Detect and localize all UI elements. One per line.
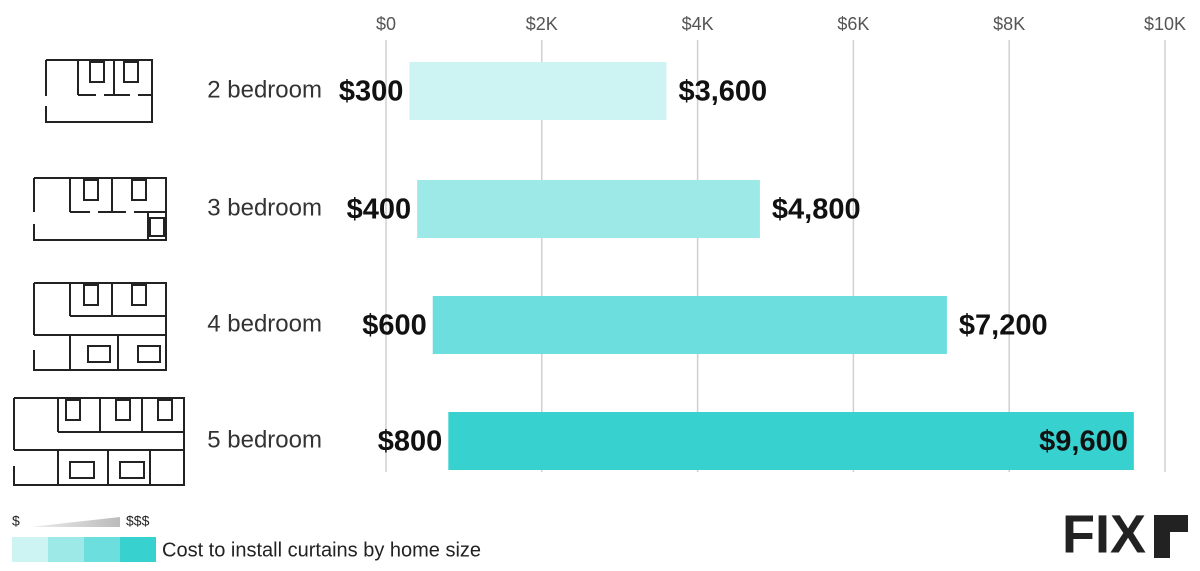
- x-tick-label: $4K: [682, 14, 714, 34]
- legend-low-symbol: $: [12, 513, 20, 529]
- legend-swatch: [12, 537, 48, 562]
- high-label: $4,800: [772, 194, 861, 226]
- low-label: $300: [339, 76, 404, 108]
- legend-high-symbol: $$$: [126, 513, 150, 529]
- low-label: $800: [378, 426, 443, 458]
- x-tick-label: $10K: [1144, 14, 1186, 34]
- range-bar: [448, 412, 1134, 470]
- high-label: $3,600: [678, 76, 767, 108]
- floor-plan: [13, 397, 185, 486]
- range-bar: [409, 62, 667, 120]
- legend-swatch: [120, 537, 156, 562]
- logo: FIX: [1062, 504, 1146, 564]
- x-tick-label: $0: [376, 14, 396, 34]
- legend-swatch: [84, 537, 120, 562]
- x-tick-label: $6K: [837, 14, 869, 34]
- category-label: 5 bedroom: [207, 426, 322, 453]
- floor-plan: [33, 282, 167, 371]
- x-tick-label: $2K: [526, 14, 558, 34]
- logo-mark: [1154, 515, 1188, 558]
- x-tick-label: $8K: [993, 14, 1025, 34]
- floor-plan-icons: [13, 59, 185, 486]
- category-label: 4 bedroom: [207, 310, 322, 337]
- floor-plan: [45, 59, 153, 123]
- range-bar: [432, 296, 947, 354]
- legend-caption: Cost to install curtains by home size: [162, 539, 481, 561]
- low-label: $600: [362, 310, 427, 342]
- low-label: $400: [347, 194, 412, 226]
- high-label: $9,600: [1039, 426, 1128, 458]
- range-bar: [417, 180, 760, 238]
- legend-swatch: [48, 537, 84, 562]
- high-label: $7,200: [959, 310, 1048, 342]
- category-label: 3 bedroom: [207, 194, 322, 221]
- floor-plan: [33, 177, 167, 241]
- category-label: 2 bedroom: [207, 76, 322, 103]
- legend-swatches: [12, 537, 156, 562]
- legend-wedge: [30, 517, 120, 527]
